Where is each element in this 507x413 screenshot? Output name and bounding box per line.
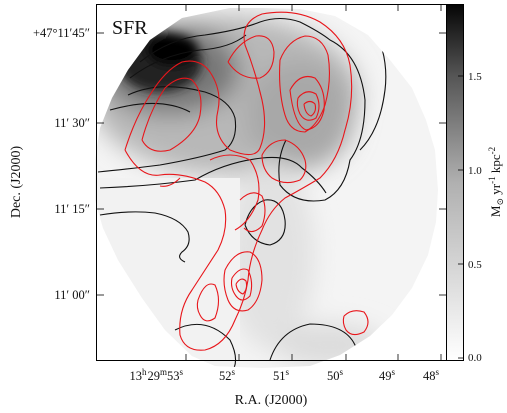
y-tick-label: 11′ 00″	[54, 288, 90, 302]
black-contour	[109, 102, 191, 113]
red-contour	[227, 35, 275, 79]
black-contours	[97, 11, 387, 368]
x-tick-label: 51s	[273, 367, 290, 383]
black-contour	[99, 156, 327, 194]
y-ticks	[97, 32, 446, 296]
red-contour	[141, 77, 202, 152]
y-tick-label: 11′ 30″	[54, 116, 90, 130]
colorbar-tick-label: 0.5	[468, 259, 482, 271]
x-axis-title: R.A. (J2000)	[235, 393, 308, 408]
x-tick-label: 52s	[219, 367, 236, 383]
x-tick-label: 49s	[379, 367, 396, 383]
x-tick-label: 50s	[327, 367, 344, 383]
red-contour	[261, 139, 307, 184]
y-tick-label: +47°11′45″	[33, 26, 90, 40]
panel-title: SFR	[112, 17, 148, 39]
red-contour	[279, 35, 331, 133]
colorbar	[446, 4, 464, 361]
y-tick-labels: +47°11′45″ 11′ 30″ 11′ 15″ 11′ 00″	[33, 26, 90, 302]
colorbar-tick-labels: 1.5 1.0 0.5 0.0	[468, 71, 482, 364]
red-contour	[230, 268, 253, 301]
y-tick-label: 11′ 15″	[54, 202, 90, 216]
x-tick-labels: 13h29m53s 52s 51s 50s 49s 48s	[129, 367, 439, 383]
red-contour	[209, 154, 260, 231]
red-contour	[159, 177, 181, 187]
red-contour	[124, 11, 353, 351]
x-tick-label-first: 13h29m53s	[129, 367, 183, 383]
red-contour	[239, 192, 266, 233]
red-contours	[124, 11, 369, 351]
red-contour	[303, 100, 317, 117]
red-contour	[289, 75, 325, 131]
black-contour	[139, 17, 366, 202]
black-contour	[244, 199, 286, 246]
colorbar-tick-label: 1.0	[468, 165, 482, 177]
y-axis-title: Dec. (J2000)	[9, 146, 24, 219]
colorbar-tick-label: 1.5	[468, 71, 482, 83]
black-contour	[174, 323, 237, 368]
colorbar-ticks	[458, 75, 463, 359]
red-contour	[196, 283, 220, 322]
black-contour	[99, 211, 190, 263]
black-contour	[129, 34, 247, 79]
colorbar-tick-label: 0.0	[468, 352, 482, 364]
red-contour	[296, 91, 320, 121]
x-ticks	[185, 4, 442, 361]
red-contour	[342, 310, 369, 336]
red-contour	[235, 278, 248, 295]
red-contour	[223, 251, 263, 312]
x-tick-label: 48s	[423, 367, 440, 383]
black-contour	[97, 86, 237, 173]
sfr-heatmap	[95, 8, 438, 368]
colorbar-label: M⊙ yr-1 kpc-2	[487, 147, 505, 217]
